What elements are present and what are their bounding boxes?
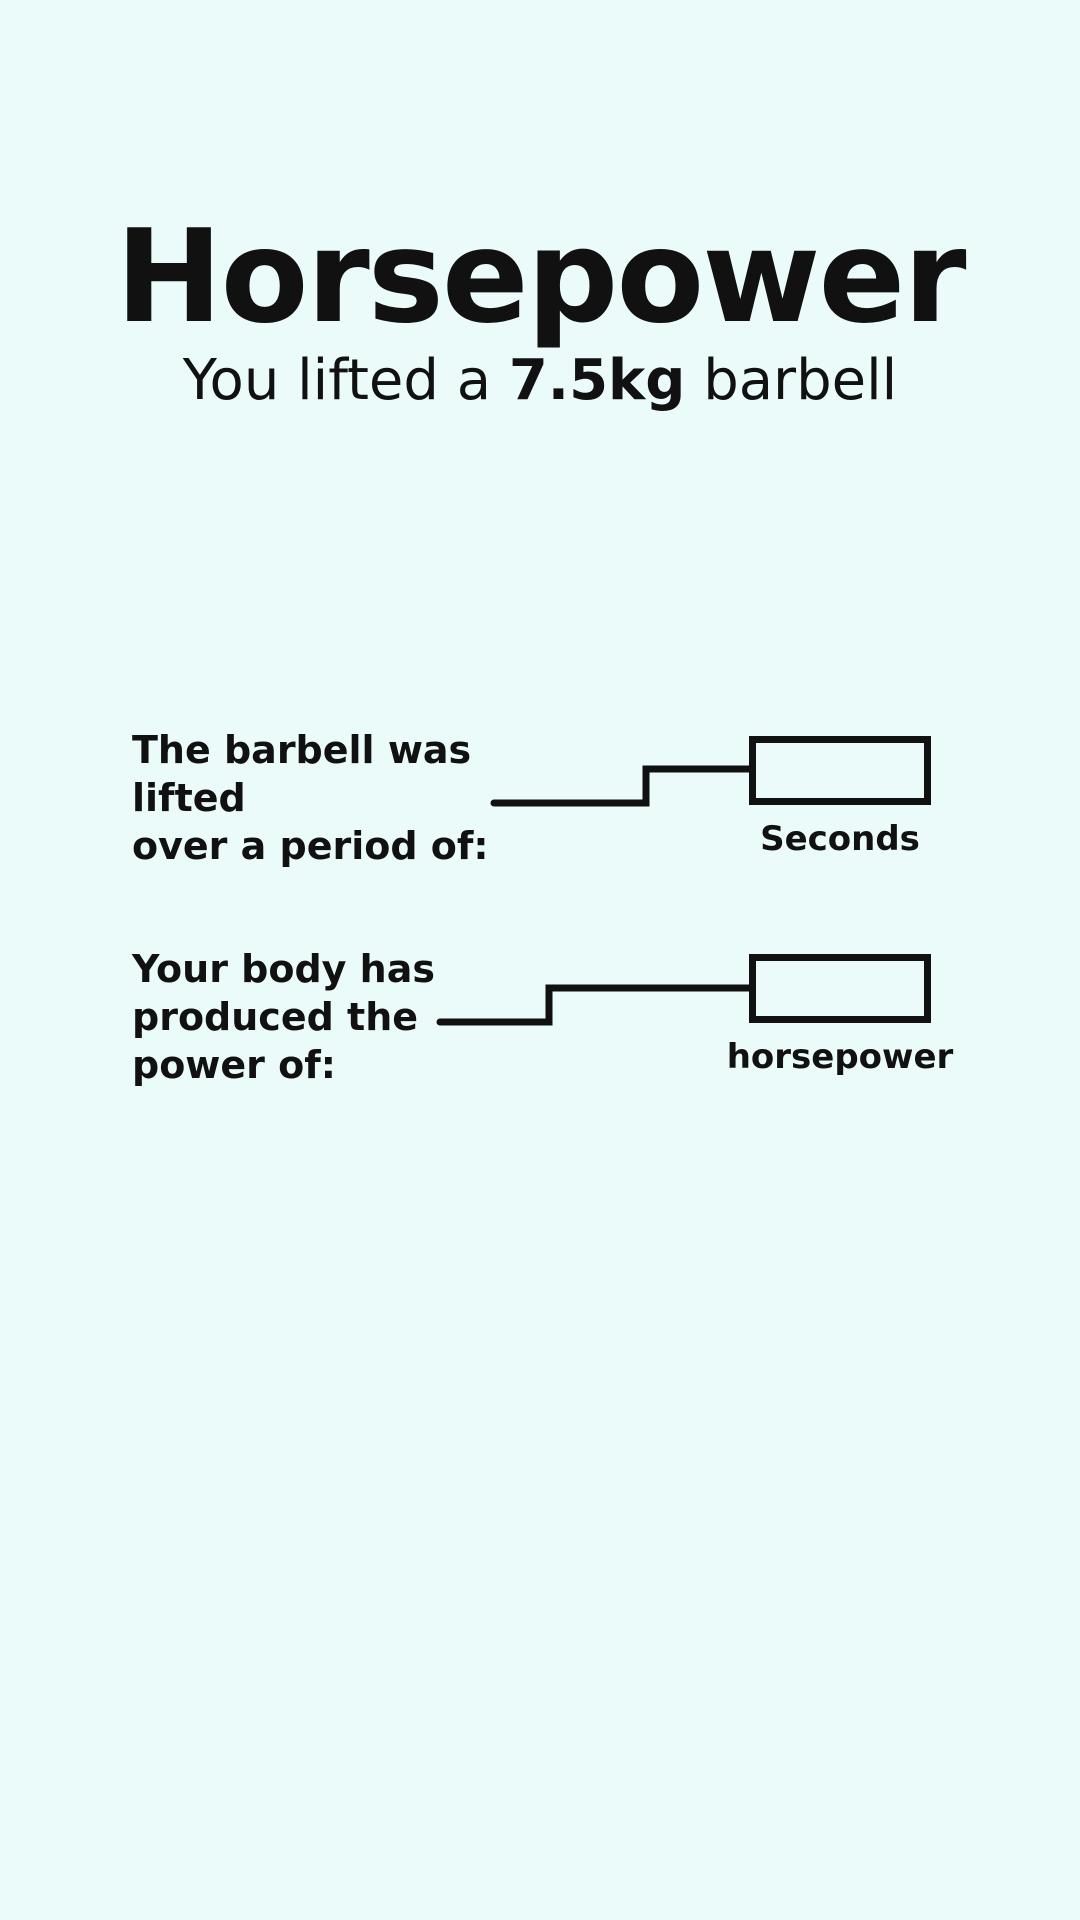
power-output-question-line-2: produced the [132, 995, 419, 1039]
subtitle-suffix: barbell [703, 348, 898, 413]
power-output-question: Your body has produced the power of: [132, 945, 462, 1089]
horsepower-input[interactable] [749, 954, 931, 1023]
lift-duration-question: The barbell was lifted over a period of: [132, 726, 572, 870]
lift-duration-question-line-1: The barbell was lifted [132, 728, 472, 820]
power-output-question-line-3: power of: [132, 1043, 336, 1087]
horsepower-unit-label: horsepower [726, 1037, 954, 1077]
seconds-unit-label: Seconds [760, 819, 920, 859]
lift-duration-question-line-2: over a period of: [132, 824, 489, 868]
power-output-question-line-1: Your body has [132, 947, 435, 991]
barbell-weight-statement: You lifted a 7.5kg barbell [0, 350, 1080, 412]
page-title: Horsepower [115, 202, 967, 352]
barbell-weight-value: 7.5kg [508, 348, 686, 413]
seconds-input[interactable] [749, 736, 931, 805]
power-output-leader-line [436, 984, 756, 1026]
subtitle-prefix: You lifted a [182, 348, 492, 413]
